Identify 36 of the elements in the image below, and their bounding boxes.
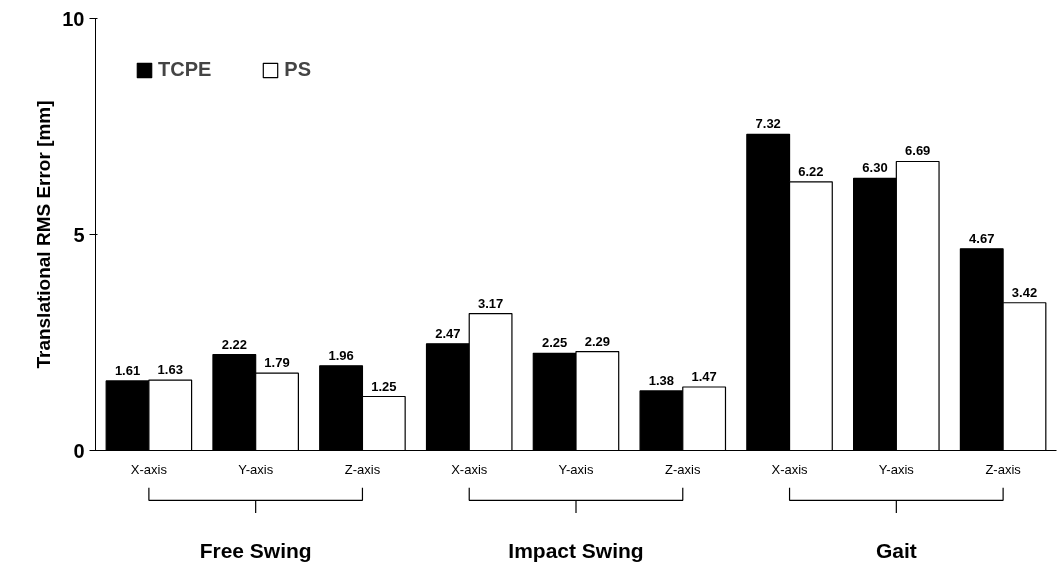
- text: 6.22: [798, 163, 824, 179]
- text: Gait: [875, 538, 917, 562]
- x-tick-label: X-axis: [130, 461, 168, 477]
- text: Impact Swing: [508, 538, 644, 562]
- text: 1.38: [648, 372, 675, 388]
- y-tick-label: 10: [62, 7, 85, 30]
- text: 1.96: [328, 347, 354, 363]
- text: 6.69: [905, 143, 931, 159]
- legend-label: TCPE: [158, 58, 212, 81]
- x-tick-label: Y-axis: [878, 461, 915, 477]
- legend-label: PS: [284, 58, 312, 81]
- y-axis-title: Translational RMS Error [mm]: [33, 100, 55, 369]
- text: Free Swing: [199, 538, 312, 562]
- y-tick-label: 5: [73, 223, 85, 246]
- text: 1.61: [114, 362, 141, 378]
- x-tick-label: Y-axis: [558, 461, 594, 477]
- text: 2.29: [584, 333, 611, 349]
- text: 1.47: [691, 369, 717, 384]
- text: 1.25: [371, 378, 397, 394]
- x-tick-label: Z-axis: [344, 461, 381, 477]
- text: 2.22: [221, 336, 247, 352]
- x-tick-label: Z-axis: [985, 461, 1022, 477]
- text: 2.25: [541, 335, 568, 351]
- text: 6.30: [862, 160, 888, 176]
- text: 4.67: [969, 230, 995, 246]
- text: 3.42: [1011, 284, 1038, 300]
- x-tick-label: X-axis: [451, 461, 488, 477]
- y-tick-label: 0: [73, 439, 85, 462]
- x-tick-label: X-axis: [771, 461, 809, 477]
- x-tick-label: Z-axis: [665, 461, 701, 477]
- text: 1.63: [157, 362, 183, 378]
- text: 2.47: [435, 325, 461, 341]
- text: 3.17: [477, 295, 504, 311]
- x-tick-label: Y-axis: [238, 461, 274, 477]
- text: 7.32: [755, 116, 781, 132]
- text: 1.79: [264, 355, 290, 371]
